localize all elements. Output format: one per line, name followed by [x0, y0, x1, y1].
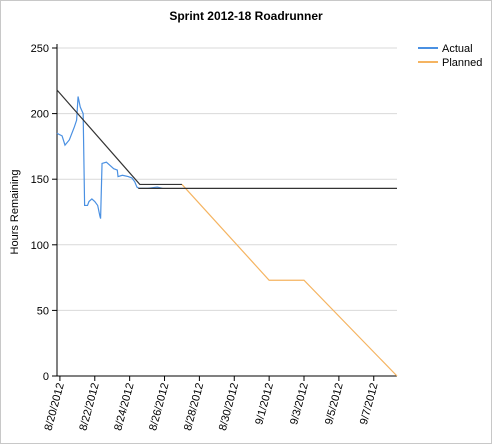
legend-label: Planned — [442, 57, 482, 69]
legend-label: Actual — [442, 43, 473, 55]
y-tick-label: 0 — [43, 371, 49, 383]
y-tick-label: 100 — [31, 240, 49, 252]
y-tick-label: 150 — [31, 174, 49, 186]
chart-title: Sprint 2012-18 Roadrunner — [169, 9, 323, 23]
y-tick-label: 250 — [31, 43, 49, 55]
series-line — [181, 184, 398, 377]
y-tick-label: 200 — [31, 109, 49, 121]
series-line — [56, 96, 163, 219]
series-line — [56, 89, 182, 186]
y-axis-label: Hours Remaining — [9, 170, 21, 255]
y-tick-label: 50 — [37, 305, 49, 317]
